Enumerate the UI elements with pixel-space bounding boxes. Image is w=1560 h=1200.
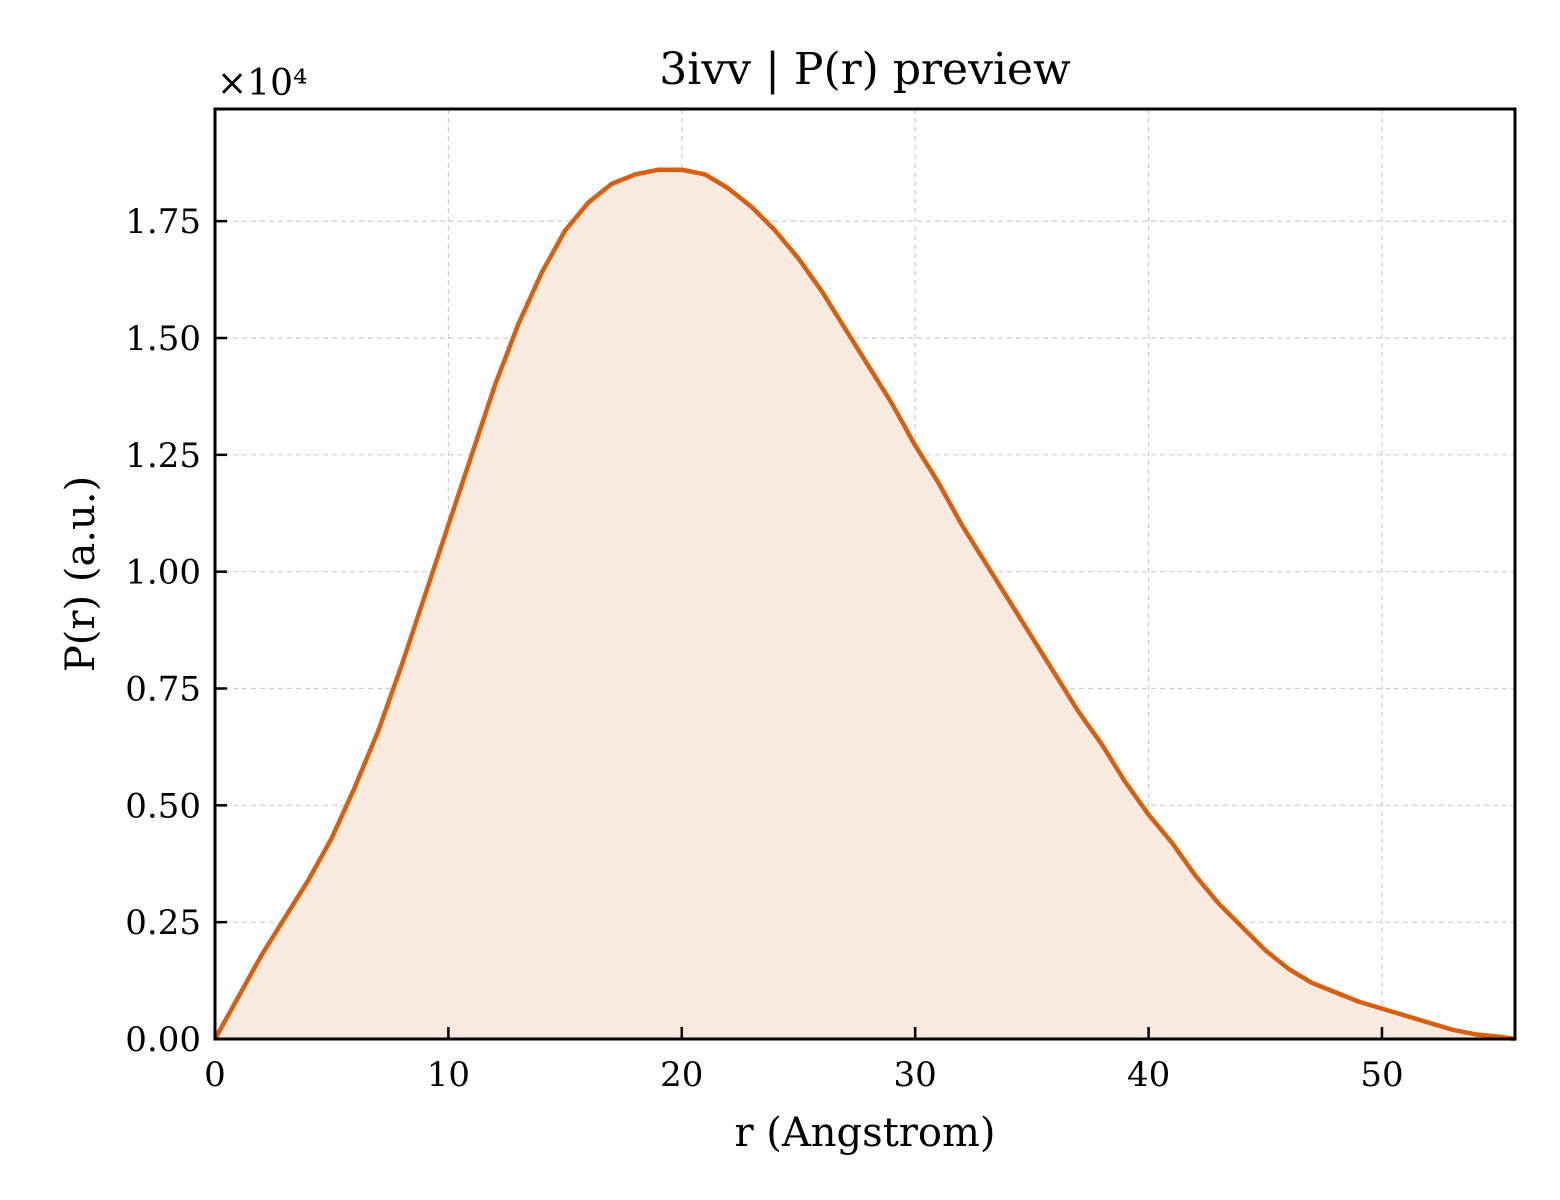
y-tick-label: 1.50 (125, 319, 201, 359)
chart-title: 3ivv | P(r) preview (659, 44, 1071, 95)
y-tick-label: 0.25 (125, 903, 201, 943)
y-offset-label: ×10⁴ (217, 63, 307, 104)
x-tick-label: 50 (1360, 1055, 1403, 1095)
y-tick-label: 0.75 (125, 669, 201, 709)
plot-frame (213, 107, 1517, 1041)
y-tick-label: 1.00 (125, 553, 201, 593)
y-tick-label: 0.50 (125, 786, 201, 826)
x-tick-label: 10 (427, 1055, 470, 1095)
pr-line (213, 167, 1516, 1042)
ticks: 0 10 20 30 40 50 0.00 0.25 0.50 0.75 1.00 1.25 1.50 1… (125, 202, 1403, 1095)
y-tick-label: 1.25 (125, 436, 201, 476)
x-tick-label: 20 (660, 1055, 703, 1095)
y-tick-label: 1.75 (125, 202, 201, 242)
x-tick-label: 40 (1127, 1055, 1170, 1095)
pr-area-fill (215, 169, 1515, 1039)
y-axis-title: P(r) (a.u.) (58, 476, 104, 672)
x-axis-title: r (Angstrom) (734, 1110, 995, 1156)
x-tick-label: 0 (204, 1055, 226, 1095)
y-tick-label: 0.00 (125, 1020, 201, 1060)
x-tick-label: 30 (894, 1055, 937, 1095)
